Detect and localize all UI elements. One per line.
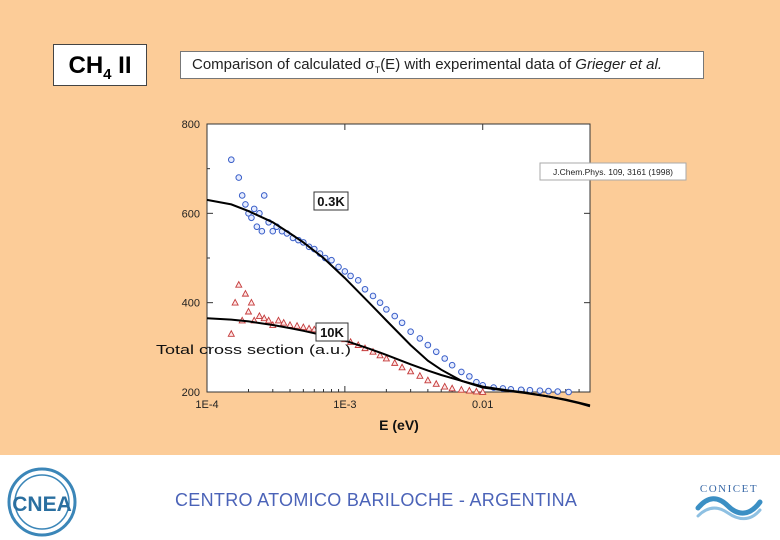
data-point-10k <box>264 316 273 324</box>
annotation-0-3k: 0.3K <box>317 194 345 209</box>
data-point-0-3k <box>258 227 266 235</box>
data-point-0-3k <box>253 223 261 231</box>
svg-text:CONICET: CONICET <box>700 483 758 495</box>
annotation-box-0-3k <box>313 191 349 211</box>
data-point-0-3k <box>441 355 449 362</box>
y-tick-label: 400 <box>182 298 200 310</box>
data-point-10k <box>241 289 250 297</box>
y-tick-label: 800 <box>182 119 200 131</box>
plot-area <box>206 123 591 393</box>
data-point-0-3k <box>565 388 572 396</box>
data-point-0-3k <box>269 227 277 235</box>
data-point-0-3k <box>407 328 414 336</box>
annotation-10k: 10K <box>320 325 344 340</box>
data-point-0-3k <box>347 272 354 280</box>
data-point-0-3k <box>448 361 456 369</box>
data-point-10k <box>406 367 415 375</box>
conicet-logo: CONICET <box>695 483 763 521</box>
institution-name: CENTRO ATOMICO BARILOCHE - ARGENTINA <box>175 490 578 510</box>
data-point-0-3k <box>416 335 424 342</box>
data-point-10k <box>376 351 384 359</box>
data-point-0-3k <box>376 299 384 306</box>
data-point-0-3k <box>361 285 369 293</box>
data-point-10k <box>247 298 256 306</box>
data-point-10k <box>432 379 440 387</box>
data-point-10k <box>227 329 236 337</box>
svg-text:CNEA: CNEA <box>12 493 72 516</box>
data-point-0-3k <box>235 174 243 181</box>
data-point-10k <box>382 354 391 362</box>
x-tick-label: 1E-3 <box>333 399 356 411</box>
data-point-0-3k <box>250 205 258 213</box>
data-point-10k <box>305 324 313 332</box>
data-point-0-3k <box>398 319 406 327</box>
data-point-0-3k <box>341 268 349 275</box>
theory-curve-10k <box>206 317 591 407</box>
annotation-box-10k <box>315 322 349 342</box>
data-point-10k <box>274 316 283 324</box>
molecule-label: CH4 II <box>53 44 147 86</box>
x-tick-label: 0.01 <box>472 399 493 411</box>
data-point-10k <box>390 358 399 366</box>
data-point-0-3k <box>328 256 335 264</box>
data-point-10k <box>293 321 301 329</box>
data-point-10k <box>457 385 466 393</box>
cnea-logo: CNEA <box>7 467 77 537</box>
data-point-10k <box>398 363 406 371</box>
y-tick-label: 600 <box>182 208 200 220</box>
data-point-10k <box>235 280 243 288</box>
data-point-10k <box>478 387 487 395</box>
data-point-0-3k <box>369 292 377 300</box>
data-point-0-3k <box>335 263 342 271</box>
data-point-0-3k <box>424 341 432 349</box>
y-tick-label: 200 <box>182 387 200 399</box>
footer <box>0 455 780 540</box>
data-point-10k <box>260 314 268 322</box>
data-point-0-3k <box>458 368 465 376</box>
x-axis-label: E (eV) <box>379 417 419 433</box>
slide-caption: Comparison of calculated σT(E) with expe… <box>180 51 704 79</box>
data-point-0-3k <box>354 277 362 284</box>
data-point-0-3k <box>545 387 552 395</box>
data-point-10k <box>448 384 456 392</box>
y-axis-label: Total cross section (a.u.) <box>156 342 351 357</box>
data-point-0-3k <box>238 192 246 199</box>
data-point-0-3k <box>536 387 544 394</box>
data-point-10k <box>255 311 264 319</box>
data-point-10k <box>472 387 481 395</box>
x-tick-label: 1E-4 <box>195 399 218 411</box>
data-point-0-3k <box>248 214 255 222</box>
data-point-10k <box>279 318 288 326</box>
data-point-10k <box>231 298 239 306</box>
reference-box <box>539 162 687 181</box>
cross-section-chart: 200 400 600 800 1E-4 1E-3 0.01 E (eV) Total cros… <box>156 119 687 433</box>
data-point-0-3k <box>391 312 399 320</box>
data-point-0-3k <box>383 306 390 313</box>
data-point-10k <box>424 376 432 384</box>
data-point-10k <box>416 371 424 379</box>
data-point-10k <box>244 307 253 315</box>
data-point-0-3k <box>227 156 235 164</box>
data-point-0-3k <box>242 201 249 208</box>
data-point-0-3k <box>554 388 562 395</box>
data-point-0-3k <box>466 373 473 380</box>
data-point-0-3k <box>432 348 440 356</box>
reference-text: J.Chem.Phys. 109, 3161 (1998) <box>553 167 673 177</box>
data-point-10k <box>465 386 474 394</box>
data-point-0-3k <box>260 192 268 199</box>
data-point-10k <box>299 323 308 331</box>
data-point-10k <box>440 382 449 390</box>
